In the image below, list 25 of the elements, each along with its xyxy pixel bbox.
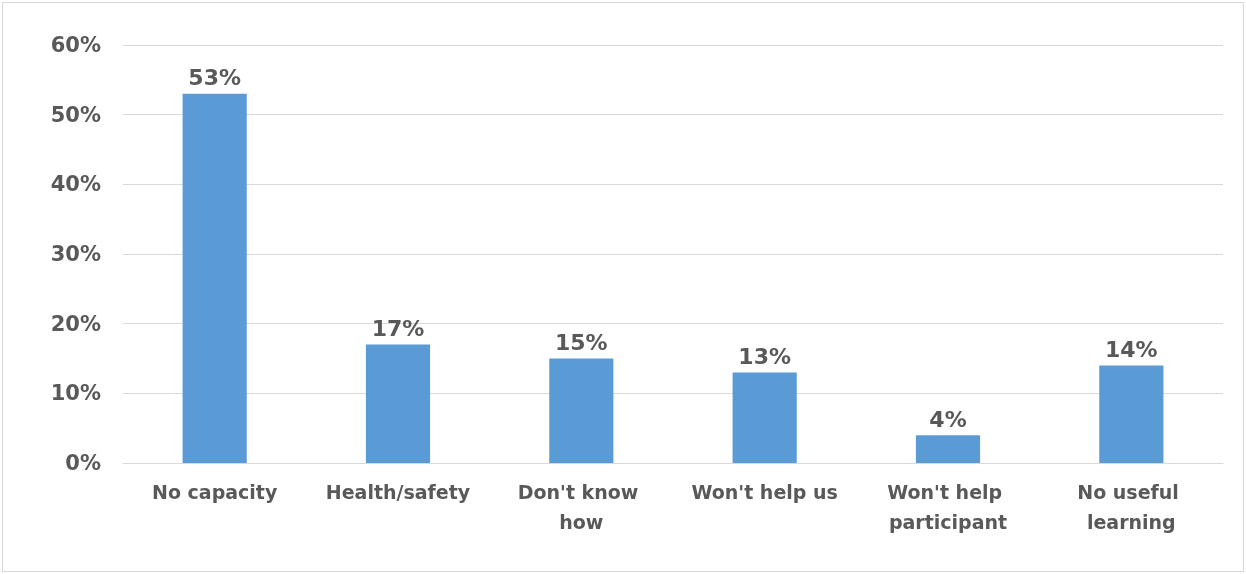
data-label: 13%: [738, 343, 791, 369]
x-tick-label: Won't help us: [691, 481, 838, 503]
bar: [365, 344, 431, 463]
y-tick-label: 50%: [50, 102, 101, 127]
bar: [1099, 365, 1164, 463]
data-label: 53%: [188, 65, 241, 91]
y-tick-label: 40%: [50, 172, 101, 197]
bar: [732, 372, 797, 463]
bar: [182, 93, 247, 463]
y-tick-label: 20%: [50, 311, 101, 336]
data-label: 4%: [929, 406, 967, 432]
x-tick-label: Don't know how: [517, 481, 645, 533]
bar: [549, 358, 614, 463]
x-tick-label: Health/safety: [325, 481, 471, 503]
data-label: 17%: [371, 316, 425, 342]
x-tick-label: No useful learning: [1077, 481, 1186, 533]
data-label: 15%: [555, 330, 608, 355]
x-tick-label: No capacity: [152, 481, 278, 503]
bar: [915, 435, 981, 463]
y-tick-label: 10%: [50, 381, 101, 406]
y-tick-label: 30%: [50, 242, 101, 266]
y-tick-label: 0%: [65, 451, 101, 475]
y-tick-label: 60%: [50, 33, 101, 57]
data-label: 14%: [1105, 336, 1158, 362]
x-tick-label: Won't help participant: [887, 481, 1009, 533]
